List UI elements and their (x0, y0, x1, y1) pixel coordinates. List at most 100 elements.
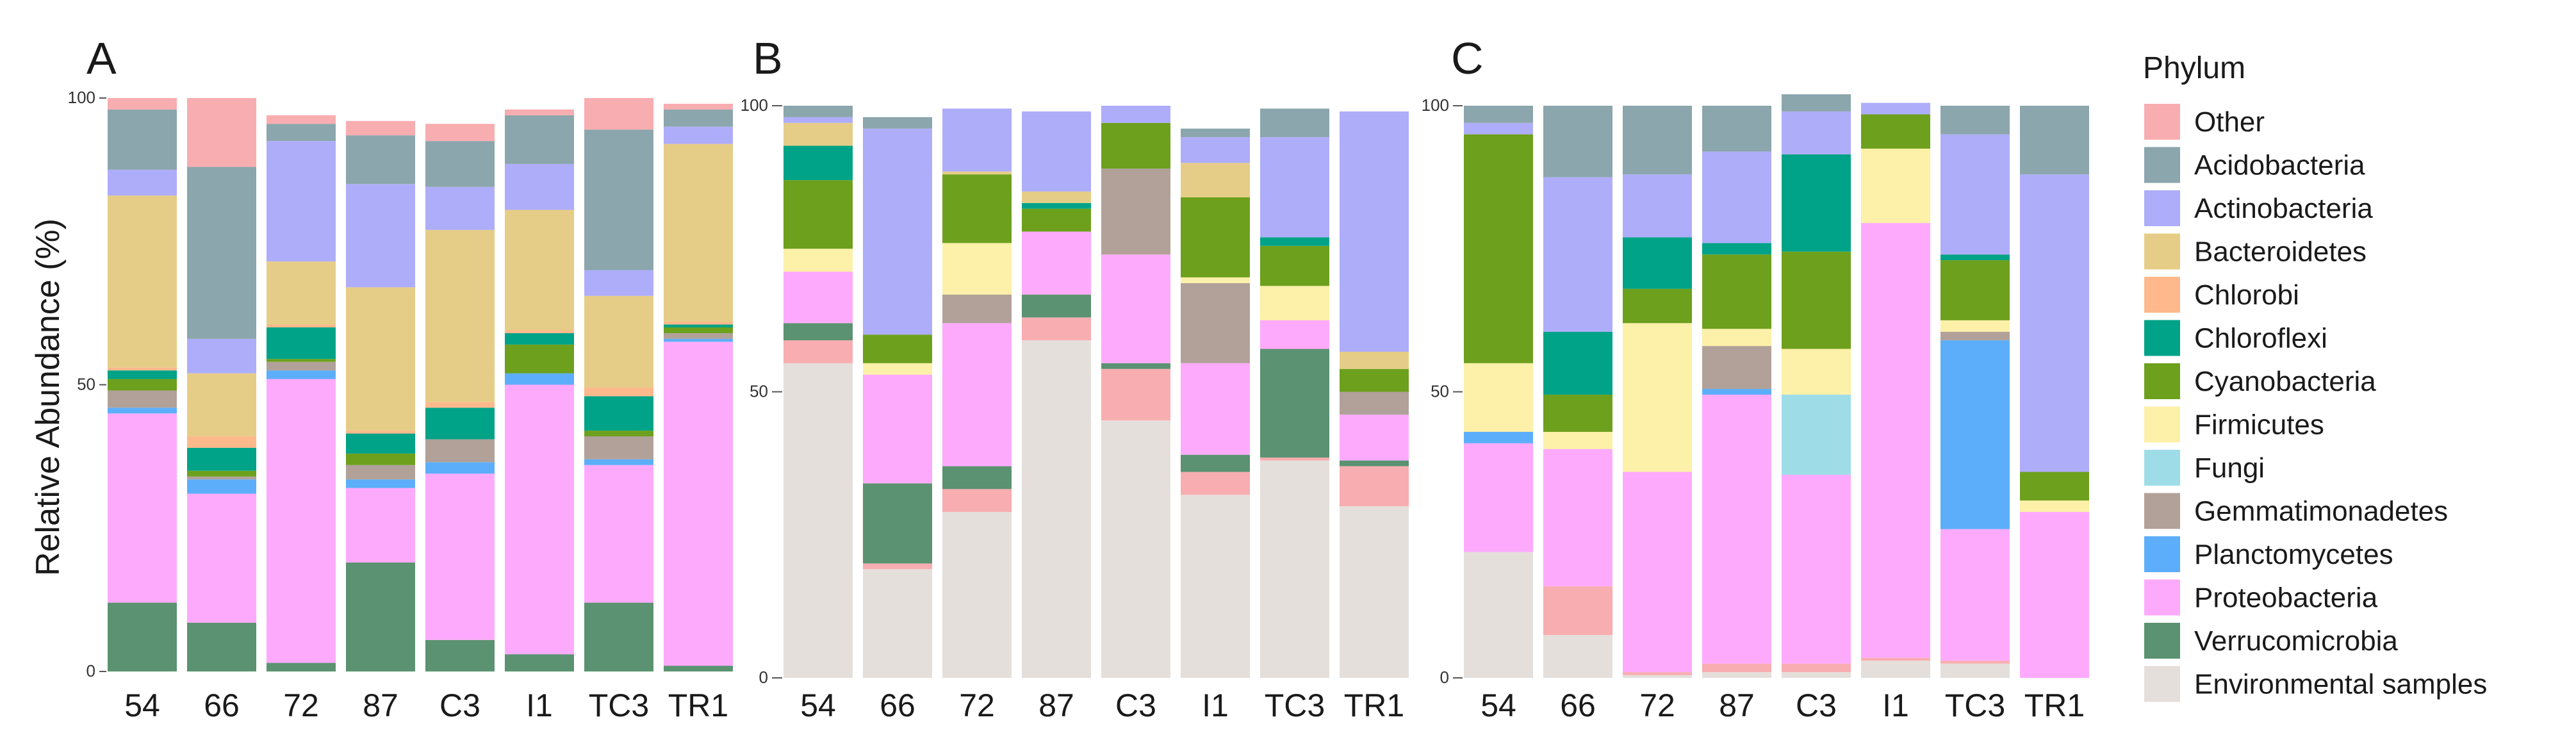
legend-label: Firmicutes (2194, 409, 2324, 441)
bar-segment-firmicutes (1861, 148, 1930, 224)
bar-segment-acidobacteria (1702, 106, 1771, 152)
bar-segment-chloroflexi (267, 327, 336, 359)
bar-segment-chlorobi (425, 402, 495, 408)
bar-segment-actinobacteria (1101, 106, 1170, 123)
bar-segment-chloroflexi (1543, 331, 1612, 395)
x-tick-label: C3 (439, 687, 480, 723)
bar-segment-cyanobacteria (584, 431, 653, 437)
bar-segment-acidobacteria (108, 109, 177, 170)
bar-segment-firmicutes (1260, 286, 1329, 320)
legend-swatch (2144, 104, 2180, 140)
bar-segment-acidobacteria (1181, 128, 1250, 138)
legend-swatch (2144, 666, 2180, 702)
bar-segment-verrucomicrobia (108, 602, 177, 671)
bar-segment-actinobacteria (1340, 111, 1409, 352)
bar-segment-environmental-samples (863, 569, 932, 678)
x-tick-label: 54 (800, 687, 836, 723)
bar-segment-other (108, 98, 177, 110)
bar-segment-environmental-samples (1464, 552, 1533, 678)
x-tick-label: I1 (1202, 687, 1229, 723)
bar-segment-firmicutes (942, 243, 1012, 295)
bar-segment-environmental-samples (783, 363, 853, 678)
bar-segment-acidobacteria (664, 109, 733, 127)
bar-segment-acidobacteria (2020, 106, 2089, 175)
y-axis-title: Relative Abundance (%) (29, 218, 67, 576)
bar-segment-proteobacteria (783, 271, 853, 324)
bar-segment-gemmatimonadetes (425, 439, 495, 463)
bar-segment-bacteroidetes (1340, 351, 1409, 369)
legend-swatch (2144, 277, 2180, 313)
bar-segment-chloroflexi (1702, 243, 1771, 255)
bar-segment-bacteroidetes (584, 295, 653, 388)
bar-segment-environmental-samples (1543, 635, 1612, 678)
legend-label: Chlorobi (2194, 279, 2299, 311)
legend-label: Environmental samples (2194, 669, 2487, 700)
bar-segment-verrucomicrobia (1022, 294, 1091, 318)
bar-segment-other (1181, 472, 1250, 495)
bar-segment-verrucomicrobia (346, 562, 415, 671)
bar-segment-actinobacteria (267, 141, 336, 262)
bar-segment-other (1101, 368, 1170, 421)
bar-segment-acidobacteria (505, 115, 574, 164)
bar-segment-proteobacteria (187, 493, 256, 623)
bar-segment-chlorobi (267, 324, 336, 327)
bar-segment-firmicutes (783, 249, 853, 272)
bar-segment-gemmatimonadetes (108, 390, 177, 408)
legend-item-proteobacteria: Proteobacteria (2144, 579, 2378, 616)
bar-segment-actinobacteria (1861, 103, 1930, 115)
bar-segment-gemmatimonadetes (1940, 331, 2010, 341)
x-tick-label: 87 (363, 687, 398, 723)
legend: Phylum Other Acidobacteria Actinobacteria B… (2143, 51, 2487, 702)
bar-segment-cyanobacteria (1940, 260, 2010, 320)
bar-segment-cyanobacteria (1101, 122, 1170, 169)
bar-segment-other (783, 340, 853, 363)
panel-label: B (753, 33, 783, 83)
legend-label: Cyanobacteria (2194, 366, 2376, 397)
bar-segment-chloroflexi (187, 447, 256, 471)
bar-segment-planctomycetes (108, 407, 177, 414)
bar-segment-actinobacteria (108, 169, 177, 196)
bar-segment-other (1543, 586, 1612, 636)
bar-segment-planctomycetes (1702, 389, 1771, 395)
bar-segment-acidobacteria (187, 167, 256, 339)
bar-segment-chloroflexi (425, 407, 495, 440)
legend-swatch (2144, 536, 2180, 572)
bar-segment-actinobacteria (1543, 177, 1612, 332)
bar-segment-other (1702, 663, 1771, 673)
bar-segment-cyanobacteria (664, 327, 733, 333)
y-tick-label: 100 (741, 95, 768, 115)
bar-segment-chloroflexi (108, 370, 177, 379)
y-tick-label: 50 (750, 382, 768, 401)
panel-c: C 0 50 100 54 66 72 87 C3 I1 TC3 TR1 (1422, 33, 2089, 723)
bar-segment-cyanobacteria (267, 359, 336, 362)
bar-segment-acidobacteria (425, 141, 495, 187)
legend-item-cyanobacteria: Cyanobacteria (2144, 363, 2376, 399)
bar-segment-proteobacteria (584, 465, 653, 603)
bar-segment-chlorobi (664, 322, 733, 325)
x-tick-label: I1 (526, 687, 553, 723)
x-tick-label: TR1 (2024, 687, 2085, 723)
bar-segment-proteobacteria (1260, 320, 1329, 349)
bar-segment-proteobacteria (1543, 449, 1612, 587)
bar-segment-proteobacteria (346, 488, 415, 563)
bar-segment-other (1623, 672, 1692, 675)
bar-segment-environmental-samples (1022, 340, 1091, 678)
bar-segment-acidobacteria (1940, 106, 2010, 135)
bar-segment-chloroflexi (584, 396, 653, 431)
bar-segment-other (664, 103, 733, 110)
bar-segment-cyanobacteria (1543, 394, 1612, 432)
bar-segment-proteobacteria (505, 384, 574, 655)
x-tick-label: C3 (1115, 687, 1156, 723)
bar-segment-other (267, 115, 336, 124)
bar-segment-proteobacteria (1861, 223, 1930, 658)
bar-segment-planctomycetes (505, 373, 574, 385)
bar-segment-cyanobacteria (1181, 197, 1250, 277)
y-tick-label: 0 (1440, 668, 1449, 687)
bar-segment-proteobacteria (267, 379, 336, 663)
bar-segment-other (425, 124, 495, 142)
bar-segment-cyanobacteria (505, 344, 574, 374)
bar-segment-firmicutes (1464, 363, 1533, 432)
panel-label: A (86, 33, 117, 83)
legend-item-chloroflexi: Chloroflexi (2144, 320, 2327, 356)
x-tick-label: TC3 (1945, 687, 2005, 723)
